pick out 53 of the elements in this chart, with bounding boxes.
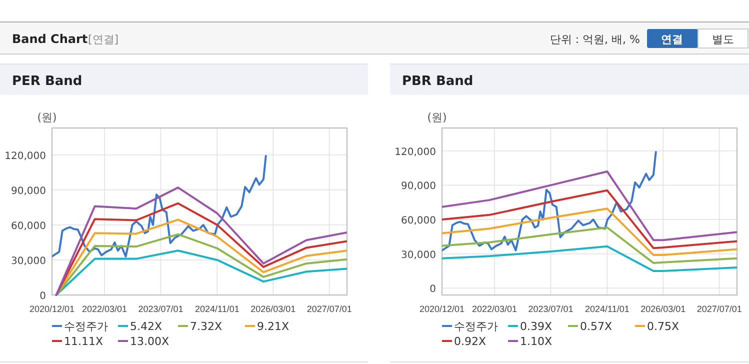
text: [연결] [88, 33, 119, 46]
legend-label: 0.75X [647, 320, 680, 333]
y-tick-label: 120,000 [394, 146, 436, 158]
y-tick-label: 90,000 [401, 181, 436, 192]
legend-label: 13.00X [130, 335, 170, 348]
x-tick-label: 2026/03/01 [250, 304, 296, 314]
text: Band Chart [12, 32, 88, 46]
x-tick-label: 2024/11/01 [194, 304, 240, 314]
y-tick-label: 0 [40, 291, 46, 302]
legend-label: 수정주가 [454, 320, 498, 333]
y-axis-title: (원) [37, 111, 57, 124]
line-series [442, 170, 737, 242]
line-series [55, 250, 347, 296]
line-series [442, 151, 657, 252]
legend-label: 0.39X [520, 320, 552, 333]
chart-title: PER Band [12, 74, 82, 89]
y-tick-label: 60,000 [11, 220, 46, 232]
text: 연결 [661, 33, 683, 46]
legend-label: 0.57X [580, 320, 612, 333]
x-tick-label: 2027/07/01 [306, 304, 352, 314]
text: 별도 [712, 33, 734, 46]
legend-label: 7.32X [190, 320, 222, 333]
legend-label: 11.11X [64, 335, 104, 348]
line-series [442, 189, 737, 250]
line-series [442, 226, 737, 264]
legend-label: 9.21X [257, 320, 290, 333]
x-tick-label: 2020/12/01 [29, 304, 75, 314]
line-series [55, 218, 347, 296]
line-series [442, 245, 737, 272]
line-series [52, 155, 267, 258]
y-tick-label: 30,000 [401, 250, 436, 261]
legend-label: 수정주가 [64, 320, 108, 333]
x-tick-label: 2020/12/01 [419, 304, 465, 314]
x-tick-label: 2026/03/01 [640, 304, 686, 314]
y-tick-label: 120,000 [4, 150, 46, 162]
legend-label: 0.92X [454, 335, 486, 348]
y-tick-label: 0 [430, 284, 436, 296]
x-tick-label: 2023/07/01 [528, 304, 574, 314]
x-tick-label: 2022/03/01 [472, 304, 518, 314]
x-tick-label: 2022/03/01 [82, 304, 128, 314]
y-tick-label: 30,000 [11, 256, 46, 267]
chart-title: PBR Band [402, 74, 474, 89]
legend-label: 1.10X [520, 335, 552, 348]
y-axis-title: (원) [427, 111, 447, 124]
x-tick-label: 2024/11/01 [584, 304, 630, 314]
y-tick-label: 90,000 [11, 186, 46, 197]
line-series [442, 208, 737, 256]
x-tick-label: 2023/07/01 [138, 304, 184, 314]
x-tick-label: 2027/07/01 [696, 304, 742, 314]
text: 단위 : 억원, 배, % [550, 33, 640, 46]
legend-label: 5.42X [130, 320, 162, 333]
line-series [55, 233, 347, 296]
y-tick-label: 60,000 [401, 216, 436, 227]
